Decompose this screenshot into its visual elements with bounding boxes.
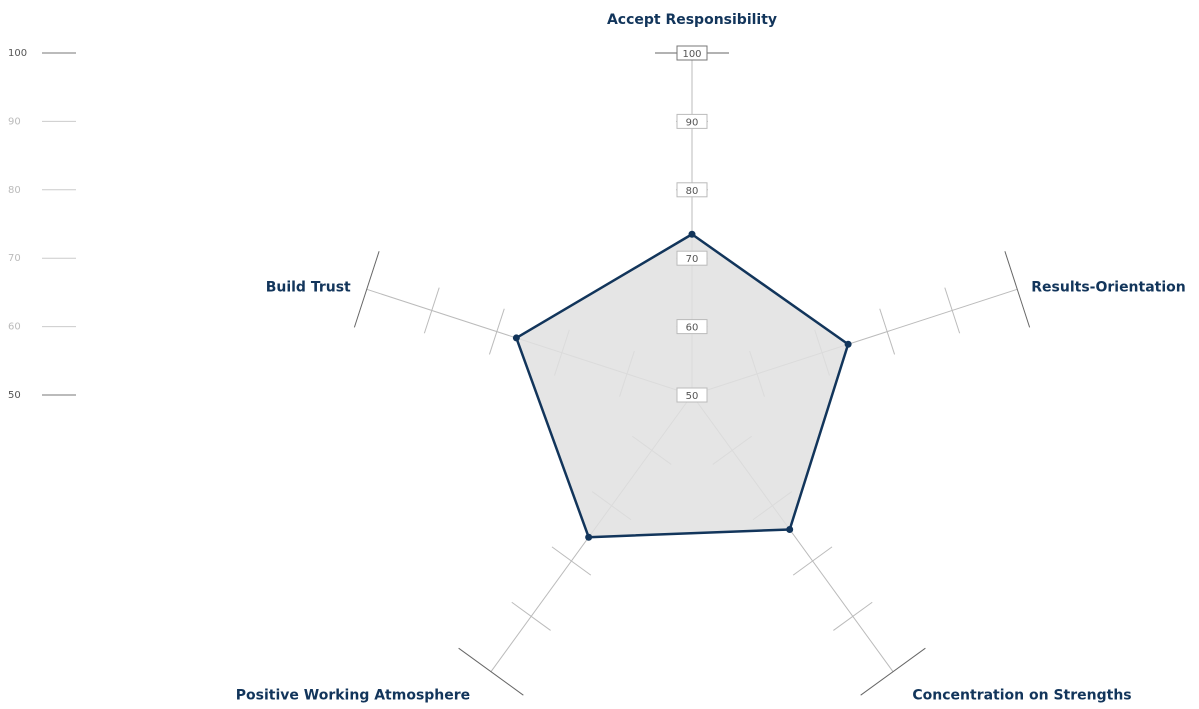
axis-tick [860, 647, 926, 696]
tick-box [676, 387, 708, 403]
axis-tick [423, 287, 440, 334]
tick-box [676, 319, 708, 335]
tick-box [676, 182, 708, 198]
axis-label: Accept Responsibility [607, 12, 777, 28]
scale-label: 100 [8, 48, 27, 59]
axis-tick-label: 100 [682, 49, 701, 60]
radar-point [688, 230, 696, 238]
scale-label: 60 [8, 322, 21, 333]
axis-tick [458, 647, 524, 696]
axis-tick-label: 50 [686, 391, 699, 402]
axis-tick [551, 546, 592, 576]
axis-tick [944, 287, 961, 334]
axis-tick-label: 80 [686, 186, 699, 197]
axis-label: Results-Orientation [1031, 279, 1186, 295]
tick-box [676, 45, 708, 61]
axis-tick-label: 70 [686, 254, 699, 265]
axis-label: Concentration on Strengths [912, 688, 1131, 704]
tick-box [676, 250, 708, 266]
axis-tick [353, 251, 380, 328]
axis-tick [511, 601, 551, 631]
radar-point [512, 334, 520, 342]
radar-point [585, 533, 593, 541]
axis-tick-label: 60 [686, 323, 699, 334]
radar-area [515, 233, 850, 539]
radar-point [786, 525, 794, 533]
tick-box [676, 113, 708, 129]
axis-tick [833, 601, 873, 631]
scale-label: 90 [8, 116, 21, 127]
scale-label: 80 [8, 185, 21, 196]
radar-point [844, 340, 852, 348]
axis-tick [792, 546, 833, 576]
axis-label: Build Trust [266, 279, 351, 295]
axis-label: Positive Working Atmosphere [236, 688, 470, 704]
axis-tick-label: 90 [686, 117, 699, 128]
axis-tick [1004, 251, 1031, 328]
scale-label: 70 [8, 253, 21, 264]
axis-tick [879, 308, 896, 355]
axis-tick [488, 308, 505, 355]
scale-label: 50 [8, 390, 21, 401]
